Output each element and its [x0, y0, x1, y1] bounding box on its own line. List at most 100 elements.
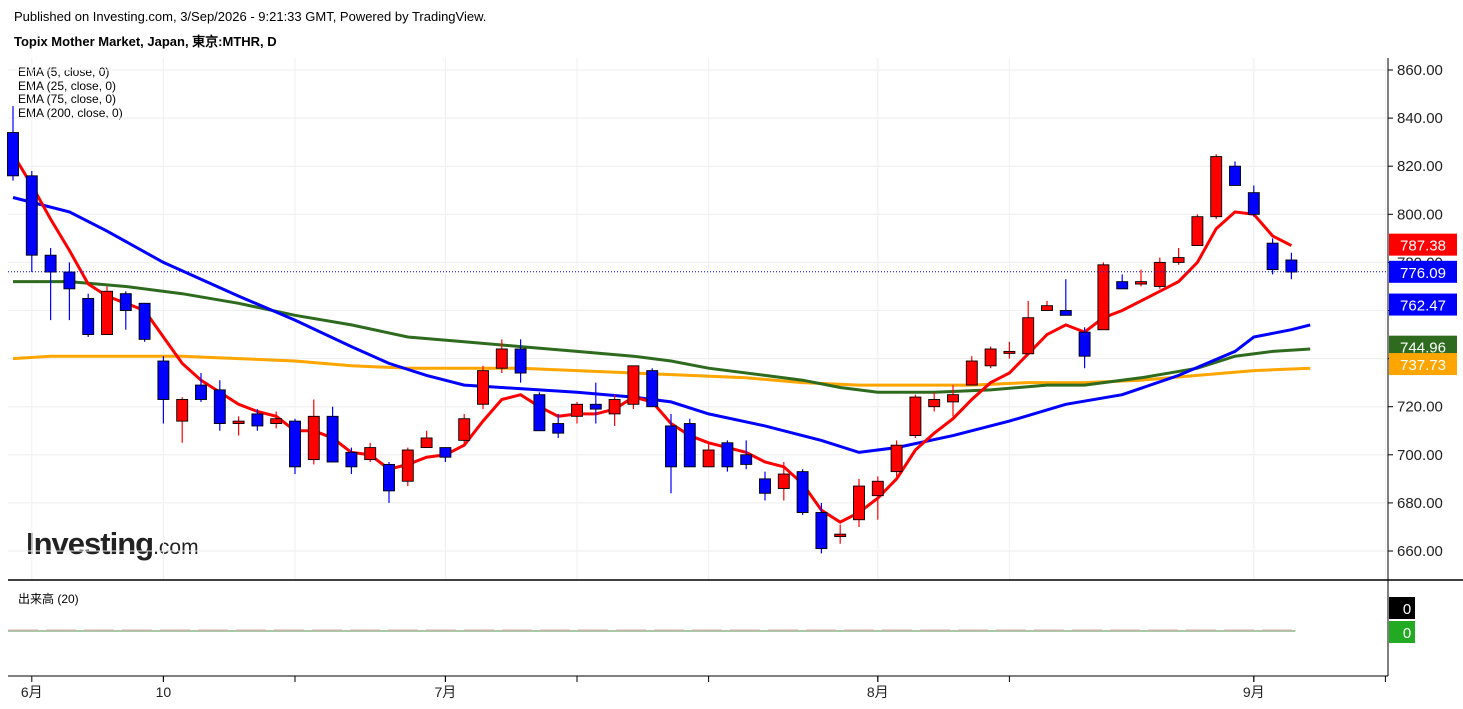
- candle: [1210, 154, 1223, 220]
- candle-body: [138, 302, 151, 340]
- candle-body: [589, 403, 602, 410]
- candle-body: [1229, 165, 1241, 186]
- candle-body: [890, 444, 903, 473]
- candle-body: [1022, 317, 1035, 355]
- candle: [232, 416, 245, 436]
- candle: [890, 440, 903, 477]
- candle-body: [477, 370, 489, 405]
- x-tick-label: 9月: [1243, 684, 1265, 700]
- candle: [63, 262, 76, 321]
- candle: [665, 413, 677, 494]
- candle: [439, 447, 452, 463]
- candle-body: [777, 473, 790, 489]
- candle: [1003, 341, 1016, 359]
- candle-body: [1266, 242, 1279, 271]
- legend-ema25[interactable]: EMA (25, close, 0): [18, 78, 117, 93]
- price-label-text: 744.96: [1400, 340, 1446, 357]
- volume-label-text: 0: [1403, 625, 1411, 642]
- axes: [8, 58, 1463, 682]
- candle: [683, 418, 696, 468]
- volume-label-box: [1389, 597, 1415, 619]
- candle-body: [345, 451, 358, 468]
- candle: [401, 447, 414, 487]
- candle: [834, 524, 847, 544]
- candle-body: [871, 480, 884, 497]
- candle-body: [1116, 281, 1129, 290]
- candle-body: [25, 175, 38, 256]
- candle: [195, 373, 207, 402]
- candle-body: [965, 360, 978, 386]
- candle-body: [232, 420, 245, 424]
- price-label-box: [1389, 293, 1457, 316]
- candle-body: [1210, 156, 1223, 218]
- x-tick-label: 8月: [867, 684, 889, 700]
- legend-ema5[interactable]: EMA (5, close, 0): [18, 65, 110, 79]
- candle-body: [326, 415, 339, 463]
- candle: [815, 502, 828, 554]
- candle-body: [702, 449, 715, 468]
- price-label-text: 762.47: [1400, 298, 1446, 315]
- candle-body: [439, 447, 452, 458]
- candle: [928, 392, 941, 412]
- candle: [552, 413, 565, 438]
- price-label-744.96: 744.96: [1389, 335, 1457, 358]
- candle: [533, 392, 546, 432]
- candle: [364, 442, 377, 463]
- candle: [138, 302, 151, 342]
- volume-panel: 00: [8, 597, 1415, 643]
- candle: [1022, 300, 1035, 355]
- candle: [514, 339, 527, 383]
- candle: [1059, 279, 1072, 316]
- y-tick-label: 680.00: [1397, 495, 1443, 512]
- price-label-762.47: 762.47: [1389, 293, 1457, 316]
- candle-body: [552, 423, 565, 434]
- candle-body: [157, 360, 170, 400]
- ema75-line: [13, 280, 1311, 394]
- candle: [383, 462, 395, 503]
- volume-indicator-label[interactable]: 出来高 (20): [18, 592, 79, 606]
- candle-body: [759, 478, 771, 494]
- candle-body: [1097, 264, 1110, 331]
- y-tick-label: 820.00: [1397, 158, 1443, 175]
- candle: [495, 339, 508, 374]
- candle: [213, 380, 226, 431]
- price-label-787.38: 787.38: [1389, 233, 1457, 256]
- y-tick-label: 660.00: [1397, 543, 1443, 560]
- candle-body: [458, 418, 471, 441]
- candle: [702, 442, 715, 468]
- candle: [721, 440, 734, 472]
- candle-body: [665, 425, 677, 468]
- candle-body: [533, 394, 546, 432]
- candle: [796, 469, 809, 515]
- candle-body: [1041, 305, 1053, 311]
- volume-label: 0: [1389, 621, 1415, 643]
- x-tick-label: 7月: [435, 684, 457, 700]
- candle: [270, 411, 283, 429]
- candle-body: [1247, 192, 1260, 215]
- candle-body: [571, 403, 583, 417]
- candle: [1097, 262, 1110, 331]
- price-label-box: [1389, 260, 1457, 283]
- legend-ema75[interactable]: EMA (75, close, 0): [18, 92, 117, 106]
- candle: [82, 293, 95, 337]
- candle-body: [683, 423, 696, 468]
- candle-body: [1285, 259, 1298, 273]
- candle: [458, 413, 471, 446]
- indicator-legend: EMA (5, close, 0) EMA (25, close, 0) EMA…: [18, 65, 123, 120]
- candle: [1229, 161, 1241, 186]
- candle-body: [495, 348, 508, 369]
- symbol-title: Topix Mother Market, Japan, 東京:MTHR, D: [14, 34, 277, 49]
- candle: [1247, 185, 1260, 217]
- price-label-text: 737.73: [1400, 357, 1446, 374]
- candle-body: [514, 348, 527, 374]
- candle: [25, 171, 38, 273]
- candle-body: [1135, 281, 1147, 285]
- legend-ema200[interactable]: EMA (200, close, 0): [18, 105, 123, 120]
- price-label-box: [1389, 335, 1457, 358]
- candle: [947, 385, 959, 417]
- candle: [1266, 238, 1279, 275]
- candle-body: [364, 447, 377, 461]
- candle: [871, 476, 884, 520]
- candle-body: [853, 485, 865, 521]
